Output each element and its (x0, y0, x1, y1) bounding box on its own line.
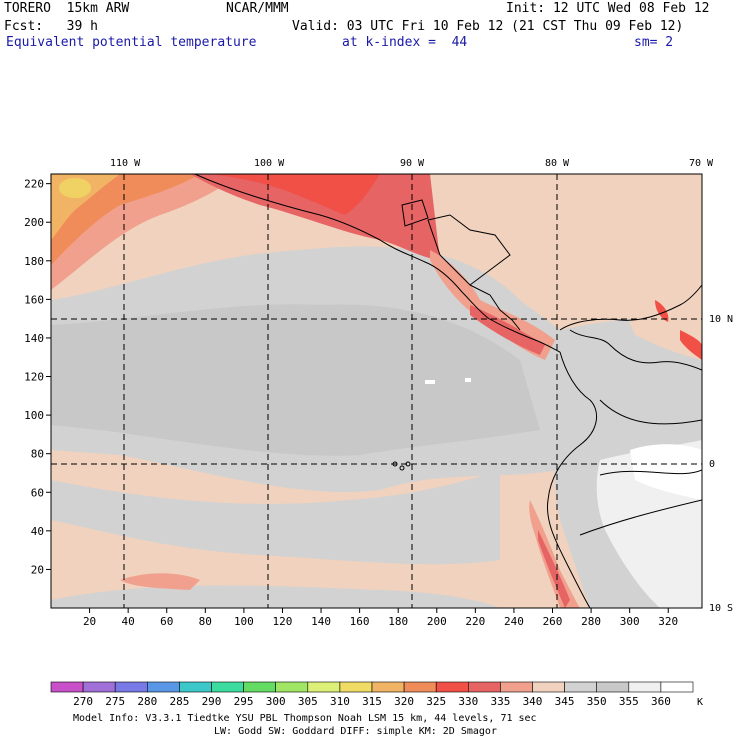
y-tick-label: 180 (24, 255, 44, 268)
colorbar-swatch (596, 681, 630, 693)
lon-label: 70 W (689, 158, 714, 169)
field-name: Equivalent potential temperature (6, 35, 257, 50)
colorbar-swatch (243, 681, 277, 693)
colorbar-swatch (211, 681, 244, 693)
colorbar-swatch (50, 681, 84, 693)
x-tick-label: 100 (234, 615, 254, 628)
colorbar-label: 360 (651, 695, 671, 708)
colorbar-label: 280 (137, 695, 157, 708)
lon-label: 90 W (400, 158, 425, 169)
x-tick-label: 140 (311, 615, 331, 628)
y-tick-label: 140 (24, 332, 44, 345)
forecast-hour: Fcst: 39 h (4, 19, 98, 34)
y-tick-label: 80 (31, 448, 44, 461)
colorbar-label: 330 (458, 695, 478, 708)
x-tick-label: 260 (543, 615, 563, 628)
x-tick-label: 220 (465, 615, 485, 628)
x-tick-label: 320 (658, 615, 678, 628)
colorbar: 270 275 280 285 290 295 300 305 310 315 320 325 330 3… (50, 681, 694, 708)
y-tick-label: 20 (31, 563, 44, 576)
colorbar-swatch (660, 681, 694, 693)
x-tick-label: 200 (427, 615, 447, 628)
lon-label: 100 W (254, 158, 285, 169)
colorbar-label: 300 (266, 695, 286, 708)
y-tick-label: 120 (24, 371, 44, 384)
colorbar-swatch (147, 681, 180, 693)
colorbar-label: 355 (619, 695, 639, 708)
x-tick-label: 300 (620, 615, 640, 628)
y-tick-label: 200 (24, 216, 44, 229)
colorbar-label: 350 (587, 695, 607, 708)
colorbar-swatch (307, 681, 341, 693)
colorbar-label: 290 (202, 695, 222, 708)
organization: NCAR/MMM (226, 1, 289, 16)
y-tick-label: 220 (24, 178, 44, 191)
x-tick-label: 20 (83, 615, 96, 628)
colorbar-swatch (114, 681, 148, 693)
colorbar-swatch (628, 681, 662, 693)
smoothing-info: sm= 2 (634, 35, 674, 50)
colorbar-swatch (82, 681, 116, 693)
y-tick-label: 100 (24, 409, 44, 422)
colorbar-swatch (532, 681, 565, 693)
colorbar-swatch (275, 681, 309, 693)
lat-lon-grid (51, 174, 702, 608)
colorbar-label: 270 (73, 695, 93, 708)
y-tick-label: 40 (31, 525, 44, 538)
x-tick-label: 160 (350, 615, 370, 628)
x-tick-label: 180 (388, 615, 408, 628)
colorbar-label: 325 (426, 695, 446, 708)
colorbar-label: 335 (490, 695, 510, 708)
colorbar-label: 340 (523, 695, 543, 708)
colorbar-label: 275 (105, 695, 125, 708)
lat-label: 10 S (709, 603, 733, 614)
model-name: TORERO 15km ARW (4, 1, 130, 16)
colorbar-unit: K (697, 697, 703, 708)
x-tick-label: 280 (581, 615, 601, 628)
colorbar-label: 295 (234, 695, 254, 708)
colorbar-swatch (339, 681, 373, 693)
y-tick-label: 160 (24, 293, 44, 306)
colorbar-label: 285 (169, 695, 189, 708)
coastlines (194, 174, 702, 608)
level-info: at k-index = 44 (342, 35, 468, 50)
colorbar-label: 315 (362, 695, 382, 708)
lon-label: 110 W (110, 158, 141, 169)
colorbar-swatch (467, 681, 501, 693)
x-tick-label: 40 (122, 615, 135, 628)
map-frame (50, 173, 703, 609)
equivalent-potential-temperature-field (51, 174, 702, 608)
colorbar-label: 345 (555, 695, 575, 708)
init-time: Init: 12 UTC Wed 08 Feb 12 (506, 1, 710, 16)
x-tick-label: 80 (199, 615, 212, 628)
lat-label: 10 N (709, 314, 733, 325)
x-tick-label: 120 (273, 615, 293, 628)
colorbar-label: 305 (298, 695, 318, 708)
colorbar-swatch (564, 681, 597, 693)
physics-info: LW: Godd SW: Goddard DIFF: simple KM: 2D… (214, 726, 497, 737)
colorbar-swatch (179, 681, 212, 693)
y-axis: 220 200 180 160 140 120 100 80 60 40 20 (24, 178, 51, 576)
colorbar-label: 310 (330, 695, 350, 708)
model-info: Model Info: V3.3.1 Tiedtke YSU PBL Thomp… (73, 713, 537, 724)
x-tick-label: 240 (504, 615, 524, 628)
colorbar-swatch (500, 681, 533, 693)
lat-label: 0 (709, 459, 715, 470)
x-tick-label: 60 (160, 615, 173, 628)
colorbar-swatch (435, 681, 469, 693)
valid-time: Valid: 03 UTC Fri 10 Feb 12 (21 CST Thu … (292, 19, 684, 34)
colorbar-swatch (371, 681, 405, 693)
colorbar-swatch (403, 681, 437, 693)
lon-label: 80 W (545, 158, 570, 169)
y-tick-label: 60 (31, 486, 44, 499)
x-axis: 20 40 60 80 100 120 140 160 180 200 220 240 260 280 30… (83, 608, 678, 628)
colorbar-label: 320 (394, 695, 414, 708)
